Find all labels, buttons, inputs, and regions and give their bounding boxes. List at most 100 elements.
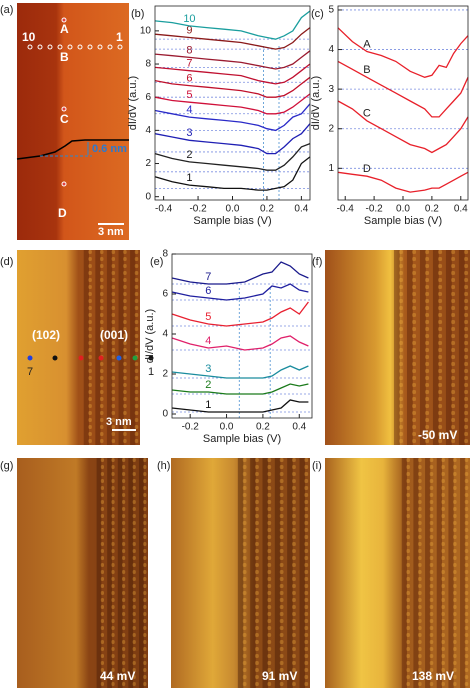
stripe-dot [267, 570, 272, 574]
stripe-dot [441, 626, 445, 630]
stripe-dot [425, 369, 430, 373]
stripe-dot [451, 306, 456, 310]
stripe-dot [111, 514, 115, 518]
stripe-dot [100, 584, 105, 588]
stripe-dot [451, 299, 456, 303]
stripe-dot [111, 563, 115, 567]
stripe-dot [99, 362, 104, 366]
stripe-dot [267, 472, 272, 476]
stripe-dot [464, 591, 469, 595]
stripe-dot [464, 479, 469, 483]
y-tick-label: 3 [328, 84, 334, 95]
stripes [83, 250, 139, 445]
stripe-dot [143, 647, 147, 651]
x-tick-label: 0.0 [396, 204, 410, 215]
stripe-dot [134, 383, 139, 387]
stripe-dot [399, 404, 404, 408]
stripe-dot [453, 563, 457, 567]
stripe-dot [122, 577, 126, 581]
stripe-dot [143, 584, 147, 588]
stripe-dot [292, 605, 296, 609]
spectrum-line [171, 283, 309, 301]
stripe-dot [88, 327, 92, 331]
point-markers [27, 17, 123, 187]
bias-label: 91 mV [262, 669, 297, 683]
stripe-dot [304, 626, 309, 630]
stripe-dot [132, 640, 136, 644]
stripe-dot [111, 313, 116, 317]
stripe-dot [132, 668, 136, 672]
panel-label: (h) [157, 460, 170, 472]
stripe-dot [132, 675, 136, 679]
stripe-dot [418, 661, 422, 665]
stripe-dot [122, 563, 126, 567]
stripe-dot [418, 675, 422, 679]
stripe-dot [451, 271, 456, 275]
stripe-dot [111, 626, 115, 630]
stm-image [325, 250, 470, 445]
stripe-dot [292, 479, 296, 483]
stripe-dot [441, 465, 445, 469]
stripe-dot [418, 486, 422, 490]
stripe-dot [143, 570, 147, 574]
stripe-dot [122, 500, 126, 504]
stripe-dot [292, 577, 296, 581]
stripe-dot [464, 605, 469, 609]
stripe-dot [292, 535, 296, 539]
stripe [138, 458, 144, 688]
stripe-dot [88, 404, 92, 408]
stripe-dot [100, 556, 105, 560]
stripe-dot [111, 439, 116, 443]
stripe-dot [255, 556, 259, 560]
stripe-dot [453, 640, 457, 644]
stripe-dot [425, 278, 430, 282]
stripe-dot [255, 591, 259, 595]
stripe-dot [406, 619, 410, 623]
stripe-dot [292, 514, 296, 518]
stripe-dot [132, 661, 136, 665]
spectrum-line [154, 10, 311, 40]
stripe-dot [111, 376, 116, 380]
stripe-dot [143, 682, 147, 686]
stripe-dot [255, 514, 259, 518]
stripe-dot [464, 640, 469, 644]
stripe-dot [279, 619, 284, 623]
stripe-dot [99, 418, 104, 422]
stripe-dot [267, 563, 272, 567]
series-label: 3 [186, 127, 192, 139]
stripe-dot [292, 458, 296, 462]
panel-label: (g) [0, 460, 13, 472]
stripe-dot [441, 633, 445, 637]
stripe-dot [429, 521, 434, 525]
series-label: 9 [186, 24, 192, 36]
stripe-dot [111, 432, 116, 436]
stripe-dot [279, 605, 284, 609]
stripe-dot [99, 439, 104, 443]
stripe-dot [438, 411, 443, 415]
stripe-dot [441, 654, 445, 658]
stripe-dot [132, 577, 136, 581]
stripe-dot [453, 682, 457, 686]
stripe-dot [100, 507, 105, 511]
stripe-dot [406, 542, 410, 546]
stripe-dot [418, 479, 422, 483]
stripe-dot [304, 619, 309, 623]
stripe-dot [255, 486, 259, 490]
stripe-dot [123, 362, 127, 366]
stripe-dot [132, 626, 136, 630]
stripe-dot [99, 292, 104, 296]
stripe-dot [255, 612, 259, 616]
stripe-dot [425, 327, 430, 331]
y-tick-label: 8 [145, 59, 151, 70]
stripe-dot [418, 535, 422, 539]
stripe-dot [451, 383, 456, 387]
stripe-dot [143, 633, 147, 637]
stripe-dot [100, 500, 105, 504]
stripe-dot [464, 535, 469, 539]
stripe-dot [441, 549, 445, 553]
stripe [287, 458, 293, 688]
stripe-dot [100, 542, 105, 546]
stripe [274, 458, 281, 688]
stripe-dot [279, 542, 284, 546]
stripe-dot [100, 563, 105, 567]
